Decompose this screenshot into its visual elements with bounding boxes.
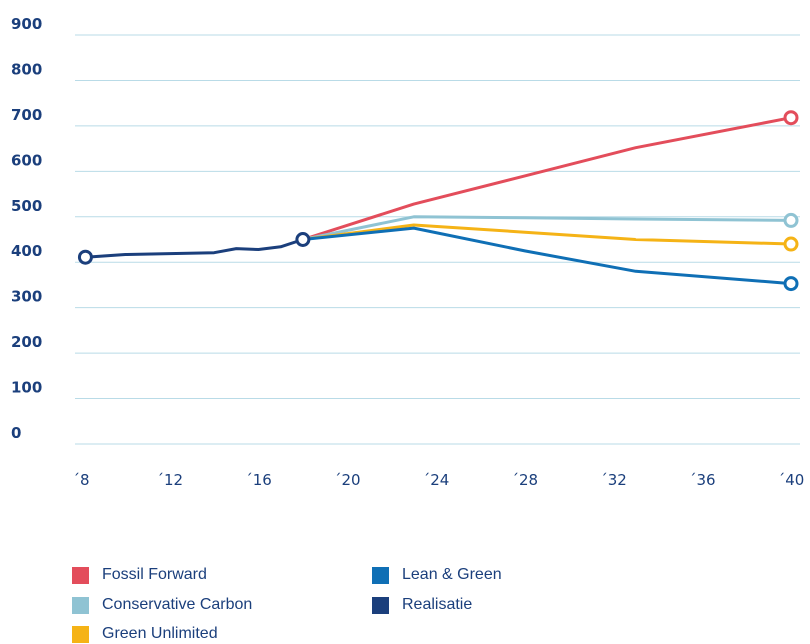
x-tick-label: ´32 (600, 471, 627, 489)
y-tick-label: 100 (11, 379, 42, 397)
x-tick-label: ´16 (245, 471, 272, 489)
legend-swatch (72, 596, 89, 614)
legend-item-conservative-carbon: Conservative Carbon (72, 595, 252, 615)
legend-item-realisatie: Realisatie (372, 595, 472, 615)
x-tick-label: ´28 (511, 471, 538, 489)
legend-item-green-unlimited: Green Unlimited (72, 624, 218, 644)
x-tick-label: ´40 (778, 471, 805, 489)
x-axis-ticks: ´8 ´12 ´16 ´20 ´24 ´28 ´32 ´36 ´40 (72, 471, 804, 489)
marker-fossil-forward-end (783, 110, 799, 126)
y-tick-label: 200 (11, 333, 42, 351)
gridlines (75, 34, 800, 445)
marker-conservative-carbon-end (783, 212, 799, 228)
y-tick-label: 900 (11, 15, 42, 33)
series-line-fossil-forward (301, 116, 793, 241)
series-lines (83, 116, 793, 286)
x-tick-label: ´36 (689, 471, 716, 489)
y-tick-label: 300 (11, 288, 42, 306)
y-axis-ticks: 900 800 700 600 500 400 300 200 100 0 (11, 15, 42, 442)
y-tick-label: 500 (11, 197, 42, 215)
y-tick-label: 800 (11, 60, 42, 78)
x-tick-label: ´8 (72, 471, 89, 489)
x-tick-label: ´24 (423, 471, 450, 489)
legend-label: Realisatie (402, 596, 473, 613)
y-tick-label: 600 (11, 151, 42, 169)
legend-item-fossil-forward: Fossil Forward (72, 565, 207, 585)
legend-label: Conservative Carbon (102, 596, 253, 613)
marker-realisatie-start (77, 249, 93, 265)
y-tick-label: 400 (11, 242, 42, 260)
legend-swatch (372, 566, 389, 584)
series-line-conservative-carbon (301, 215, 793, 241)
legend-label: Lean & Green (402, 566, 502, 583)
legend-label: Green Unlimited (102, 625, 218, 642)
legend-label: Fossil Forward (102, 566, 207, 583)
legend-swatch (72, 566, 89, 584)
y-tick-label: 0 (11, 424, 21, 442)
x-tick-label: ´20 (334, 471, 361, 489)
legend: Fossil Forward Conservative Carbon Green… (72, 565, 592, 644)
line-chart-plot: 900 800 700 600 500 400 300 200 100 0 ´8 ´12 ´16 ´20… (11, 15, 804, 489)
series-line-realisatie (83, 238, 305, 259)
legend-swatch (372, 596, 389, 614)
series-markers (77, 110, 799, 292)
marker-realisatie-end (295, 232, 311, 247)
marker-lean-green-end (783, 276, 799, 292)
series-line-lean-green (301, 226, 793, 286)
legend-swatch (72, 625, 89, 643)
x-tick-label: ´12 (156, 471, 183, 489)
series-line-green-unlimited (301, 223, 793, 246)
legend-item-lean-and-green: Lean & Green (372, 565, 502, 585)
marker-green-unlimited-end (783, 236, 799, 252)
y-tick-label: 700 (11, 106, 42, 124)
